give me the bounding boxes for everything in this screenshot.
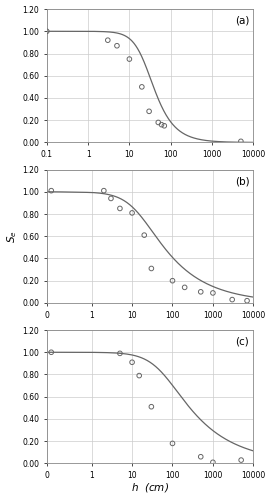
- Point: [115, 42, 119, 50]
- Point: [245, 296, 249, 304]
- Text: (c): (c): [235, 336, 249, 346]
- Point: [102, 186, 106, 194]
- Y-axis label: $S_e$: $S_e$: [6, 230, 19, 242]
- Point: [45, 28, 49, 36]
- Point: [147, 108, 151, 116]
- Point: [239, 456, 243, 464]
- Point: [130, 209, 134, 217]
- Text: (a): (a): [235, 16, 249, 26]
- Point: [127, 55, 131, 63]
- Point: [149, 402, 154, 410]
- Point: [199, 288, 203, 296]
- Point: [170, 440, 175, 448]
- Point: [118, 350, 122, 358]
- Point: [130, 358, 134, 366]
- Point: [159, 120, 164, 128]
- Point: [211, 458, 215, 466]
- Point: [118, 204, 122, 212]
- Point: [137, 372, 141, 380]
- Point: [109, 194, 113, 202]
- Point: [149, 264, 154, 272]
- Point: [49, 186, 53, 194]
- Point: [140, 83, 144, 91]
- Point: [182, 284, 187, 292]
- Point: [170, 276, 175, 284]
- Point: [199, 452, 203, 460]
- Point: [49, 348, 53, 356]
- Point: [162, 122, 166, 130]
- Point: [106, 36, 110, 44]
- Text: (b): (b): [235, 176, 249, 186]
- Point: [239, 138, 243, 145]
- Point: [211, 289, 215, 297]
- Point: [142, 231, 146, 239]
- Point: [230, 296, 234, 304]
- X-axis label: $h$  (cm): $h$ (cm): [131, 482, 169, 494]
- Point: [156, 118, 160, 126]
